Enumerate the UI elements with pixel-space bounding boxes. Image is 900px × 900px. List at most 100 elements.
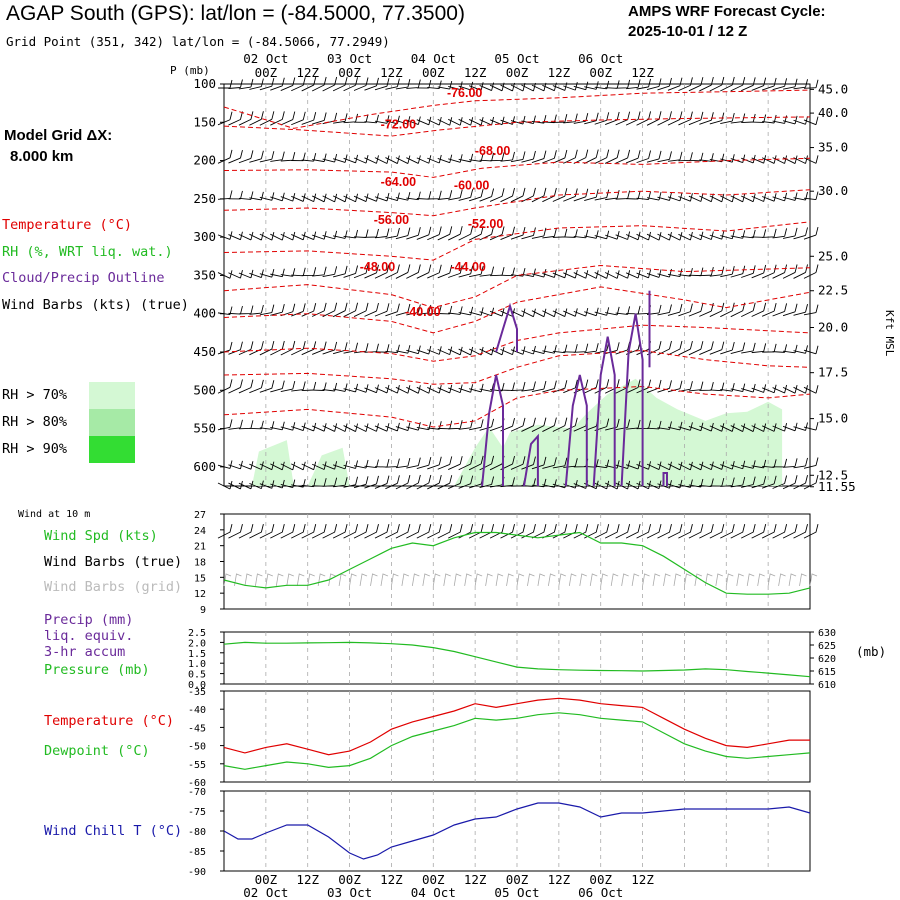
wind-barb — [364, 302, 379, 317]
wind-barb — [291, 111, 306, 126]
wind-barb — [249, 231, 264, 241]
wind-barb — [720, 423, 735, 432]
wind-barb-true — [552, 524, 568, 539]
wind-barb — [793, 474, 808, 490]
wind-barb — [374, 458, 390, 468]
wind-barb — [667, 479, 683, 489]
wind-barb — [688, 341, 704, 356]
wind-barb — [301, 76, 317, 92]
wind-barb-true — [238, 524, 254, 539]
wind-barb — [270, 268, 285, 278]
wind-barb — [291, 341, 306, 356]
time-tick-label-top: 12Z — [380, 65, 403, 80]
wind-barb — [301, 267, 317, 277]
wind-barb-grid — [746, 573, 755, 587]
wind-barb-grid — [453, 573, 462, 587]
wind-speed-axis-tick-label: 15 — [194, 573, 206, 584]
wind-barb — [709, 302, 725, 317]
wind-barb — [510, 417, 526, 432]
wind-barb — [458, 117, 474, 126]
wind-barb — [311, 193, 327, 203]
wind-barb — [730, 460, 746, 470]
wind-barb — [573, 81, 589, 91]
wind-barb-true — [249, 524, 264, 539]
wind-barb — [238, 305, 254, 315]
wind-barb — [604, 270, 620, 279]
forecast-cycle-label: AMPS WRF Forecast Cycle: — [628, 3, 826, 20]
wind-barb — [678, 77, 693, 92]
wind-barb — [667, 303, 683, 316]
temperature-contour-label: -68.00 — [475, 144, 510, 158]
wind-barb-grid — [715, 573, 723, 587]
wind-barb-true — [594, 524, 610, 539]
wind-barb — [720, 112, 735, 124]
cloud-outline — [495, 302, 518, 353]
wind-barb — [500, 267, 515, 277]
wind-barb — [646, 191, 662, 201]
wind-barb — [730, 476, 746, 488]
wind-barb — [427, 474, 442, 490]
windchill-axis-tick-label: -75 — [188, 807, 206, 818]
legend-wind-barbs: Wind Barbs (kts) (true) — [2, 297, 189, 313]
wind-barb — [782, 78, 798, 90]
wind-barb — [626, 419, 641, 430]
wind-barb — [730, 342, 746, 354]
wind-barb — [510, 308, 526, 317]
wind-barb-grid — [370, 573, 378, 587]
wind-barb — [563, 82, 578, 91]
wind-barb-grid — [401, 573, 410, 587]
wind-barb — [510, 82, 526, 92]
temperature-axis-tick-label: -40 — [188, 705, 206, 716]
wind-barb — [657, 340, 672, 356]
time-tick-label-bottom: 12Z — [548, 872, 571, 887]
wind-barb — [667, 192, 683, 202]
height-axis-label: Kft MSL — [883, 310, 896, 357]
legend-surface-temperature: Temperature (°C) — [44, 713, 175, 729]
wind-barb — [374, 475, 390, 489]
wind-barb — [500, 82, 515, 92]
time-tick-label-bottom: 00Z — [506, 872, 529, 887]
wind-barb — [678, 152, 693, 162]
wind-barb-grid — [537, 573, 546, 587]
wind-barb — [720, 266, 735, 278]
wind-barb — [782, 192, 798, 201]
wind-barb — [699, 231, 714, 240]
wind-barb-grid — [799, 573, 807, 587]
temperature-axis-tick-label: -35 — [188, 687, 206, 698]
precip-axis-tick-label: 2.0 — [188, 638, 206, 649]
wind-barb — [803, 474, 819, 490]
wind-barb-grid — [527, 573, 535, 587]
wind-barb — [228, 305, 243, 315]
height-tick-label: 30.0 — [818, 183, 848, 198]
wind-barb — [761, 77, 777, 91]
wind-barb — [709, 76, 725, 92]
wind-barb — [636, 150, 652, 164]
wind-barb — [709, 112, 725, 125]
wind-barb-true — [646, 524, 662, 539]
rh-legend-70-label: RH > 70% — [2, 387, 68, 403]
wind-barb — [741, 302, 756, 318]
wind-barb — [322, 423, 338, 432]
wind-barb-grid — [244, 573, 253, 587]
wind-barb — [270, 340, 285, 356]
wind-barb — [667, 77, 683, 91]
wind-barb — [427, 456, 442, 470]
wind-barb-grid — [296, 573, 305, 587]
wind-barb — [395, 345, 411, 354]
wind-barb — [542, 269, 557, 278]
wind-barb — [636, 78, 652, 90]
wind-barb — [259, 304, 275, 316]
wind-barb — [625, 379, 641, 394]
wind-barb — [594, 112, 610, 125]
wind-barb-true — [688, 524, 704, 539]
wind-barb — [406, 457, 421, 469]
wind-barb — [584, 307, 599, 317]
wind-barb — [657, 461, 672, 471]
wind-barb — [490, 152, 505, 162]
wind-barb — [563, 458, 578, 468]
wind-barb — [803, 79, 819, 89]
wind-barb — [437, 226, 453, 241]
model-grid-value: 8.000 km — [10, 148, 74, 165]
wind-barb-true — [709, 524, 725, 539]
wind-barb — [584, 230, 599, 239]
